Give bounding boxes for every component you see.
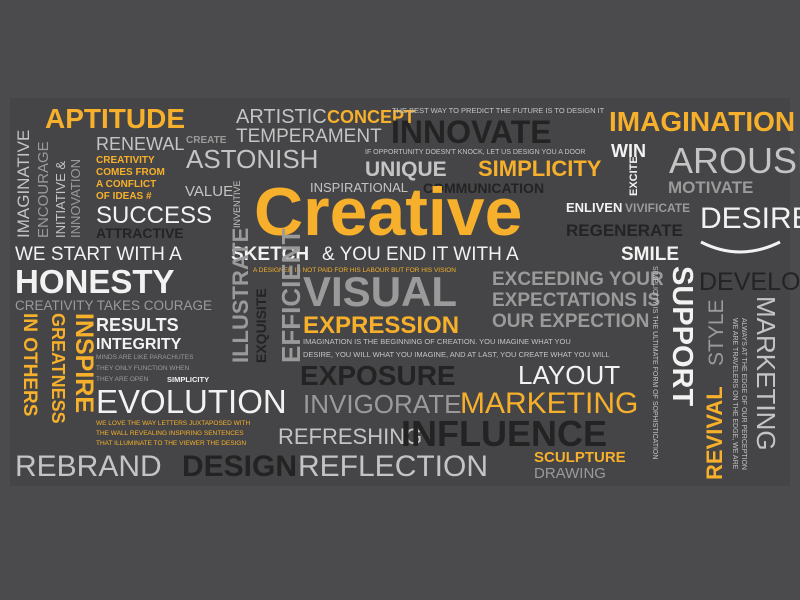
- word-excite: EXCITE: [628, 156, 640, 196]
- sophistication-quote: SIMPLICITY IS THE ULTIMATE FORM OF SOPHI…: [651, 266, 658, 459]
- letters-line1: WE LOVE THE WAY LETTERS JUXTAPOSED WITH: [96, 420, 251, 427]
- word-refreshing: REFRESHING: [278, 424, 422, 449]
- word-success: SUCCESS: [96, 202, 212, 229]
- word-temperament: TEMPERAMENT: [236, 126, 382, 147]
- creativity-quote-line2: COMES FROM: [96, 167, 165, 178]
- word-concept: CONCEPT: [327, 107, 415, 127]
- word-innovation: INNOVATION: [68, 159, 83, 238]
- word-visual: VISUAL: [303, 268, 457, 315]
- word-simplicity-small: SIMPLICITY: [167, 375, 209, 384]
- word-artistic: ARTISTIC: [236, 106, 327, 128]
- word-imagination: IMAGINATION: [609, 106, 795, 137]
- creativity-quote-line1: CREATIVITY: [96, 155, 155, 166]
- word-support: SUPPORT: [666, 266, 698, 406]
- word-evolution: EVOLUTION: [96, 383, 287, 420]
- word-unique: UNIQUE: [365, 158, 447, 181]
- word-in-others: IN OTHERS: [19, 313, 40, 416]
- letters-line2: THE WALL REVEALING INSPIRING SENTENCES: [96, 430, 244, 437]
- word-create: CREATE: [186, 135, 227, 146]
- exceeding-line1: EXCEEDING YOUR: [492, 269, 664, 290]
- word-value: VALUE: [185, 183, 233, 200]
- word-astonish: ASTONISH: [186, 144, 318, 174]
- word-drawing: DRAWING: [534, 465, 606, 482]
- word-style: STYLE: [705, 299, 728, 366]
- labour-quote: A DESIGNER IS NOT PAID FOR HIS LABOUR BU…: [253, 267, 456, 274]
- word-exposure: EXPOSURE: [300, 360, 456, 391]
- word-marketing: MARKETING: [460, 387, 638, 420]
- word-band: [10, 98, 790, 486]
- word-vivificate: VIVIFICATE: [625, 201, 690, 215]
- word-illustrate: ILLUSTRATE: [228, 228, 253, 363]
- travelers-line1: WE ARE TRAVELERS ON THE EDGE, WE ARE: [731, 318, 738, 470]
- predict-quote: THE BEST WAY TO PREDICT THE FUTURE IS TO…: [392, 106, 605, 115]
- word-inventive: INVENTIVE: [232, 180, 242, 228]
- word-develop: DEVELOP: [699, 268, 800, 296]
- exceeding-line3: OUR EXPECTION: [492, 311, 649, 332]
- word-efficient: EFFICIENT: [276, 229, 306, 363]
- word-sculpture: SCULPTURE: [534, 449, 626, 466]
- word-design: DESIGN: [182, 450, 297, 483]
- word-reflection: REFLECTION: [298, 450, 488, 483]
- word-invigorate: INVIGORATE: [303, 389, 461, 419]
- creativity-courage: CREATIVITY TAKES COURAGE: [15, 298, 212, 313]
- word-initiative: INITIATIVE &: [53, 161, 68, 238]
- word-inspire: INSPIRE: [70, 313, 98, 413]
- word-influence: INFLUENCE: [401, 413, 607, 454]
- minds-line3: THEY ARE OPEN: [96, 376, 149, 383]
- word-attractive: ATTRACTIVE: [96, 225, 184, 241]
- word-desire: DESIRE: [700, 202, 800, 235]
- word-win: WIN: [611, 141, 646, 161]
- word-encourage: ENCOURAGE: [35, 141, 52, 238]
- word-imaginative: IMAGINATIVE: [14, 130, 33, 238]
- word-renewal: RENEWAL: [96, 134, 184, 154]
- exceeding-line2: EXPECTATIONS IS: [492, 290, 660, 311]
- word-results: RESULTS: [96, 315, 179, 335]
- word-arouse: AROUSE: [669, 140, 800, 181]
- word-marketing-vertical: MARKETING: [751, 296, 781, 451]
- travelers-line2: ALWAYS AT THE EDGE OF OUR PERCEPTION: [740, 318, 747, 470]
- imagination-quote-line1: IMAGINATION IS THE BEGINNING OF CREATION…: [303, 337, 571, 346]
- word-motivate: MOTIVATE: [668, 178, 753, 197]
- creativity-quote-line3: A CONFLICT: [96, 179, 156, 190]
- word-communication: COMMUNICATION: [423, 180, 544, 196]
- word-innovate: INNOVATE: [391, 114, 552, 150]
- word-integrity: INTEGRITY: [96, 336, 182, 353]
- word-layout: LAYOUT: [518, 360, 620, 390]
- opportunity-quote: IF OPPORTUNITY DOESN'T KNOCK, LET US DES…: [365, 149, 585, 156]
- sketch-part4: SMILE: [621, 244, 679, 265]
- sketch-part1: WE START WITH A: [15, 244, 182, 265]
- word-inspirational: INSPIRATIONAL: [310, 180, 408, 195]
- minds-line1: MINDS ARE LIKE PARACHUTES: [96, 354, 194, 361]
- creativity-quote-line4: OF IDEAS #: [96, 191, 152, 202]
- sketch-part3: & YOU END IT WITH A: [322, 244, 519, 265]
- word-aptitude: APTITUDE: [45, 103, 185, 134]
- word-greatness: GREATNESS: [48, 313, 68, 424]
- word-regenerate: REGENERATE: [566, 221, 683, 240]
- minds-line2: THEY ONLY FUNCTION WHEN: [96, 365, 189, 372]
- word-simplicity-large: SIMPLICITY: [478, 156, 602, 181]
- word-revival: REVIVAL: [702, 386, 727, 480]
- word-exquisite: EXQUISITE: [253, 288, 269, 363]
- word-expression: EXPRESSION: [303, 312, 459, 339]
- word-creative: Creative: [254, 174, 522, 250]
- smile-curve: [700, 240, 781, 254]
- sketch-part2: SKETCH: [231, 244, 309, 265]
- word-honesty: HONESTY: [15, 263, 175, 300]
- imagination-quote-line2: DESIRE, YOU WILL WHAT YOU IMAGINE, AND A…: [303, 350, 610, 359]
- word-rebrand: REBRAND: [15, 450, 162, 483]
- word-enliven: ENLIVEN: [566, 200, 622, 215]
- letters-line3: THAT ILLUMINATE TO THE VIEWER THE DESIGN: [96, 440, 246, 447]
